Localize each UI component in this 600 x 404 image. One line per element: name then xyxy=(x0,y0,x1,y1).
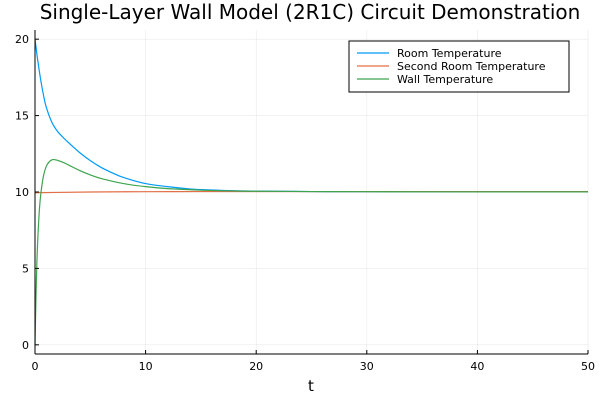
x-tick-label: 20 xyxy=(249,360,263,373)
legend-label-second-room-temperature: Second Room Temperature xyxy=(397,60,546,73)
y-tick-label: 5 xyxy=(22,262,29,275)
x-tick-label: 30 xyxy=(360,360,374,373)
series-group xyxy=(34,39,589,345)
y-tick-label: 20 xyxy=(15,33,29,46)
y-tick-label: 0 xyxy=(22,339,29,352)
axes xyxy=(34,30,589,355)
x-tick-label: 10 xyxy=(139,360,153,373)
y-tick-label: 10 xyxy=(15,186,29,199)
tick-labels: 0 10 20 30 40 50 0 5 10 15 20 xyxy=(15,33,595,373)
x-tick-label: 0 xyxy=(32,360,39,373)
x-axis-label: t xyxy=(308,377,314,395)
legend-label-room-temperature: Room Temperature xyxy=(397,47,502,60)
series-line-wall-temperature xyxy=(34,158,589,345)
y-tick-label: 15 xyxy=(15,110,29,123)
legend-label-wall-temperature: Wall Temperature xyxy=(397,73,493,86)
x-tick-label: 50 xyxy=(581,360,595,373)
x-tick-label: 40 xyxy=(470,360,484,373)
chart-title: Single-Layer Wall Model (2R1C) Circuit D… xyxy=(40,0,581,24)
